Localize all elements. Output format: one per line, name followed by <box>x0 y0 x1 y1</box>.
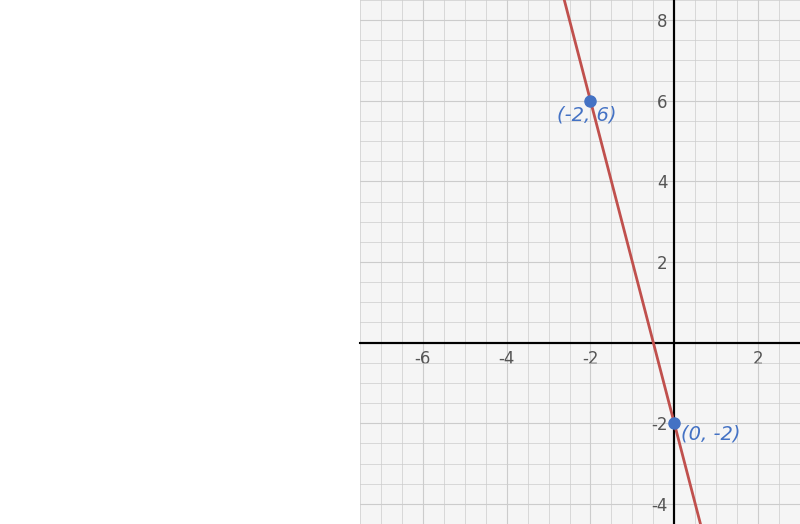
Text: (-2, 6): (-2, 6) <box>557 106 617 125</box>
Text: (0, -2): (0, -2) <box>681 424 740 443</box>
